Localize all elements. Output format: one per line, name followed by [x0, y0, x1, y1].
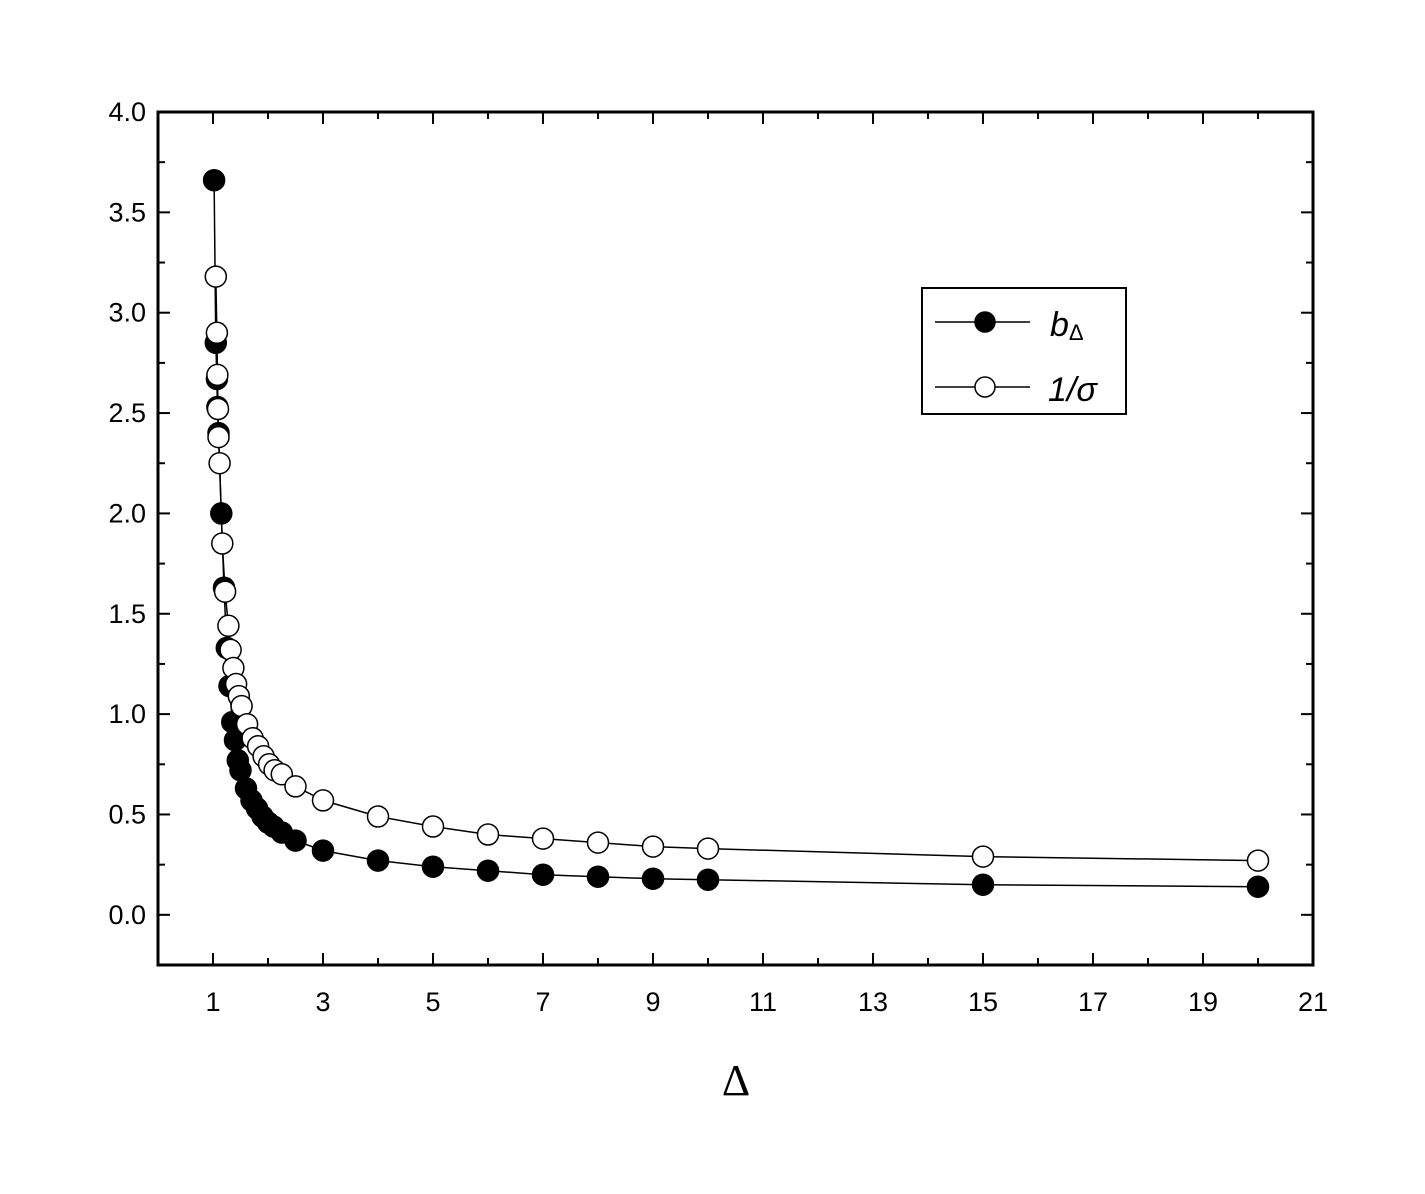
x-tick-label: 9	[645, 987, 660, 1017]
data-point	[213, 580, 237, 603]
y-tick-label: 0.5	[108, 799, 146, 829]
x-tick-label: 15	[968, 987, 998, 1017]
data-point	[531, 827, 555, 850]
y-tick-label: 2.5	[108, 398, 146, 428]
data-point	[476, 823, 500, 846]
x-tick-label: 1	[205, 987, 220, 1017]
data-point	[206, 363, 229, 387]
x-tick-label: 17	[1078, 987, 1108, 1017]
data-point	[696, 837, 720, 860]
data-point	[284, 775, 307, 798]
data-point	[586, 831, 610, 854]
data-point	[208, 451, 231, 475]
plot-frame	[156, 110, 1315, 967]
legend-box	[921, 287, 1127, 415]
data-point	[366, 805, 390, 828]
y-tick-label: 2.0	[108, 498, 146, 528]
data-point	[476, 859, 500, 882]
axis-tick-labels: 1 3 5 7 9 11 13 15 17 19 210.00.51.01.52.02.53.03.…	[108, 97, 1328, 1017]
x-tick-label: 19	[1188, 987, 1218, 1017]
data-point	[641, 835, 665, 858]
data-point	[284, 829, 307, 852]
x-tick-label: 13	[858, 987, 888, 1017]
x-axis-label: Δ	[722, 1056, 750, 1105]
series-0	[202, 168, 1270, 898]
data-point	[421, 855, 445, 878]
y-tick-label: 4.0	[108, 97, 146, 127]
x-tick-label: 21	[1298, 987, 1328, 1017]
legend-label-b: bΔ	[1050, 306, 1084, 345]
legend-label-b-main: b	[1050, 306, 1069, 344]
y-tick-label: 3.0	[108, 298, 146, 328]
legend-label-sigma: 1/σ	[1048, 371, 1098, 409]
data-point	[205, 321, 229, 345]
data-point	[217, 614, 240, 638]
data-point	[586, 865, 610, 888]
data-point	[211, 532, 234, 555]
series-1	[204, 265, 1270, 872]
x-tick-label: 11	[749, 987, 777, 1017]
legend: bΔ 1/σ	[921, 287, 1127, 415]
axis-ticks	[158, 111, 1314, 965]
y-tick-label: 1.0	[108, 699, 146, 729]
y-tick-label: 0.0	[108, 900, 146, 930]
data-point	[1246, 849, 1270, 872]
data-point	[421, 815, 445, 838]
series-line	[213, 180, 1259, 888]
legend-marker-sigma	[974, 376, 996, 398]
data-point	[207, 425, 230, 449]
data-point	[366, 849, 390, 872]
data-point	[696, 868, 720, 891]
x-tick-label: 7	[535, 987, 550, 1017]
data-point	[311, 839, 335, 862]
series-layer	[202, 168, 1270, 898]
data-point	[1246, 875, 1270, 898]
data-point	[204, 265, 228, 288]
y-tick-label: 1.5	[108, 599, 146, 629]
legend-marker-b	[974, 311, 996, 333]
data-point	[531, 863, 555, 886]
x-tick-label: 5	[425, 987, 440, 1017]
legend-label-b-sub: Δ	[1069, 320, 1084, 345]
x-tick-label: 3	[315, 987, 330, 1017]
data-point	[206, 397, 230, 421]
data-point	[971, 845, 995, 868]
y-tick-label: 3.5	[108, 197, 146, 227]
data-point	[311, 789, 335, 812]
data-point	[641, 867, 665, 890]
data-point	[971, 873, 995, 896]
data-point	[202, 168, 226, 192]
